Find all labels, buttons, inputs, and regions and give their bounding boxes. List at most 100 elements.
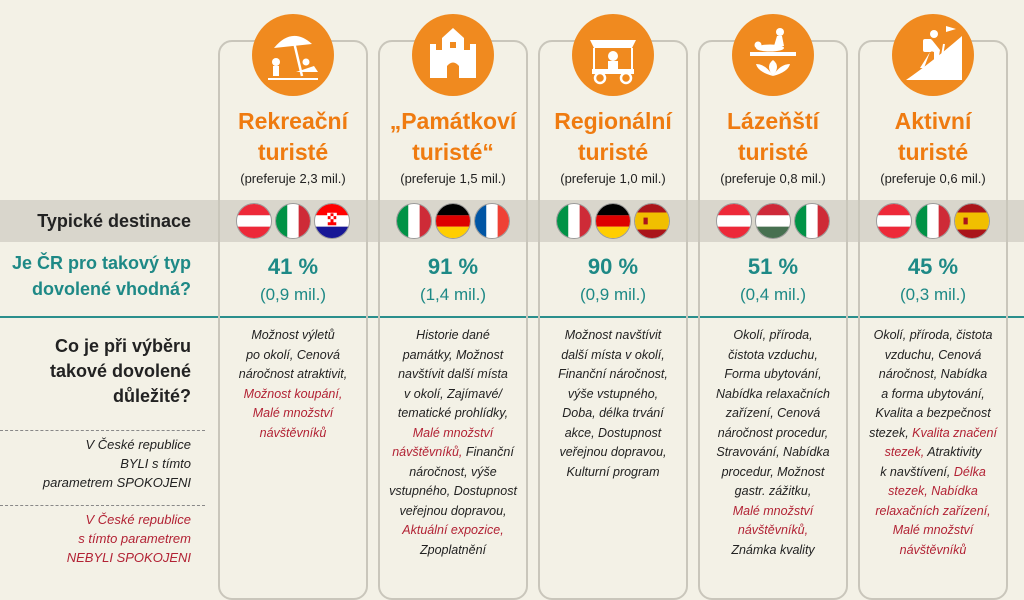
- important-factors: Možnost navštívit další místa v okolí, Fin…: [538, 326, 688, 482]
- legend-satisfied-line: parametrem SPOKOJENI: [42, 475, 191, 490]
- factor-line: stezek, Kvalita značení: [858, 424, 1008, 444]
- factor-line: Malé množství: [698, 502, 848, 522]
- factor-line: k navštívení, Délka: [858, 463, 1008, 483]
- destination-flags: [208, 204, 378, 238]
- italy-flag-icon: [557, 204, 591, 238]
- castle-icon: [412, 14, 494, 96]
- factor-line: Malé množství: [218, 404, 368, 424]
- legend-satisfied: V České republice BYLI s tímto parametre…: [0, 430, 205, 492]
- factor-text: zařízení, Cenová: [725, 406, 821, 420]
- preference-count: (preferuje 0,6 mil.): [880, 171, 986, 186]
- legend-unsatisfied-line: s tímto parametrem: [78, 531, 191, 546]
- factor-text: v okolí, Zajímavé/: [404, 386, 502, 401]
- factor-line: výše vstupného,: [538, 385, 688, 405]
- factor-text: relaxačních zařízení,: [875, 503, 991, 518]
- factor-line: Doba, délka trvání: [538, 404, 688, 424]
- category-title: Lázeňští turisté: [688, 106, 858, 168]
- preference-count: (preferuje 2,3 mil.): [240, 171, 346, 186]
- factor-line: náročnost procedur,: [698, 424, 848, 444]
- factor-text: náročnost procedur,: [717, 425, 829, 440]
- factor-line: Forma ubytování,: [698, 365, 848, 385]
- factor-text: Možnost výletů: [251, 328, 335, 342]
- category-title-line: „Památkoví: [389, 108, 517, 134]
- austria-flag-icon: [877, 204, 911, 238]
- destinations-band: [0, 200, 1024, 242]
- factor-text: k navštívení,: [880, 464, 951, 479]
- legend-satisfied-line: BYLI s tímto: [120, 456, 191, 471]
- suitability-percent: 51 %: [747, 254, 799, 279]
- suitability-percent: 91 %: [427, 254, 479, 279]
- factor-line: Kulturní program: [538, 463, 688, 483]
- austria-flag-icon: [717, 204, 751, 238]
- label-destinations: Typické destinace: [37, 211, 191, 231]
- factor-text: Doba, délka trvání: [562, 406, 664, 420]
- factor-text: tematické prohlídky,: [397, 406, 509, 420]
- factor-line: v okolí, Zajímavé/: [378, 385, 528, 405]
- factor-line: po okolí, Cenová: [218, 346, 368, 366]
- label-important-line: takové dovolené: [49, 361, 191, 381]
- factor-text: vstupného, Dostupnost: [389, 484, 517, 498]
- factor-text: Kvalita a bezpečnost: [875, 406, 991, 420]
- category-title-line: Lázeňští: [726, 108, 820, 134]
- factor-text: gastr. zážitku,: [734, 484, 812, 498]
- factor-text: stezek,: [869, 425, 909, 440]
- category-title-line: Aktivní: [894, 108, 972, 134]
- factor-text: Finanční náročnost,: [558, 367, 668, 381]
- category-title: Rekreační turisté: [208, 106, 378, 168]
- factor-line: veřejnou dopravou,: [538, 443, 688, 463]
- factor-line: Aktuální expozice,: [378, 521, 528, 541]
- label-question-line: Je ČR pro takový typ: [11, 253, 191, 273]
- factor-line: Zpoplatnění: [378, 541, 528, 561]
- label-question: Je ČR pro takový typ dovolené vhodná?: [0, 250, 205, 302]
- suitability-percent: 90 %: [587, 254, 639, 279]
- label-important-line: Co je při výběru: [54, 336, 191, 356]
- important-factors: Okolí, příroda, čistota vzduchu, Cenová ná…: [858, 326, 1008, 560]
- food-cart-icon: [572, 14, 654, 96]
- factor-line: Známka kvality: [698, 541, 848, 561]
- important-factors: Okolí, příroda, čistota vzduchu, Forma uby…: [698, 326, 848, 560]
- factor-line: vstupného, Dostupnost: [378, 482, 528, 502]
- factor-line: čistota vzduchu,: [698, 346, 848, 366]
- suitability-millions: (0,9 mil.): [579, 285, 647, 304]
- preference-count: (preferuje 1,5 mil.): [400, 171, 506, 186]
- factor-line: Malé množství: [378, 424, 528, 444]
- destination-flags: [368, 204, 538, 238]
- category-title-line: turisté: [577, 139, 649, 165]
- legend-satisfied-line: V České republice: [85, 437, 192, 452]
- preference-count: (preferuje 1,0 mil.): [560, 171, 666, 186]
- factor-line: relaxačních zařízení,: [858, 502, 1008, 522]
- factor-text: výše vstupného,: [567, 386, 659, 401]
- factor-text: stezek,: [884, 445, 925, 459]
- factor-line: Okolí, příroda, čistota: [858, 326, 1008, 346]
- destination-flags: [848, 204, 1018, 238]
- suitability-millions: (1,4 mil.): [419, 285, 487, 304]
- factor-text: a forma ubytování,: [881, 386, 985, 401]
- important-factors: Možnost výletů po okolí, Cenová náročnost …: [218, 326, 368, 443]
- label-important-line: důležité?: [112, 386, 191, 406]
- hungary-flag-icon: [756, 204, 790, 238]
- factor-text: procedur, Možnost: [721, 464, 825, 479]
- factor-line: a forma ubytování,: [858, 385, 1008, 405]
- factor-text: Forma ubytování,: [724, 367, 822, 381]
- category-title-line: turisté: [737, 139, 809, 165]
- legend-unsatisfied-line: V České republice: [85, 512, 192, 527]
- factor-text: náročnost, výše: [409, 464, 497, 479]
- spain-flag-icon: [635, 204, 669, 238]
- factor-line: procedur, Možnost: [698, 463, 848, 483]
- suitability-percent: 45 %: [907, 254, 959, 279]
- factor-text: Okolí, příroda, čistota: [873, 328, 993, 342]
- factor-line: navštívit další místa: [378, 365, 528, 385]
- factor-line: Stravování, Nabídka: [698, 443, 848, 463]
- factor-text: Možnost navštívit: [564, 328, 662, 342]
- factor-line: gastr. zážitku,: [698, 482, 848, 502]
- category-title-line: Regionální: [554, 108, 672, 134]
- suitability-millions: (0,9 mil.): [259, 285, 327, 304]
- factor-text: návštěvníků,: [737, 523, 809, 537]
- factor-text: Možnost koupání,: [243, 386, 343, 401]
- category-title-line: turisté: [257, 139, 329, 165]
- italy-flag-icon: [795, 204, 829, 238]
- france-flag-icon: [475, 204, 509, 238]
- label-question-line: dovolené vhodná?: [31, 279, 191, 299]
- factor-line: Okolí, příroda,: [698, 326, 848, 346]
- croatia-flag-icon: [315, 204, 349, 238]
